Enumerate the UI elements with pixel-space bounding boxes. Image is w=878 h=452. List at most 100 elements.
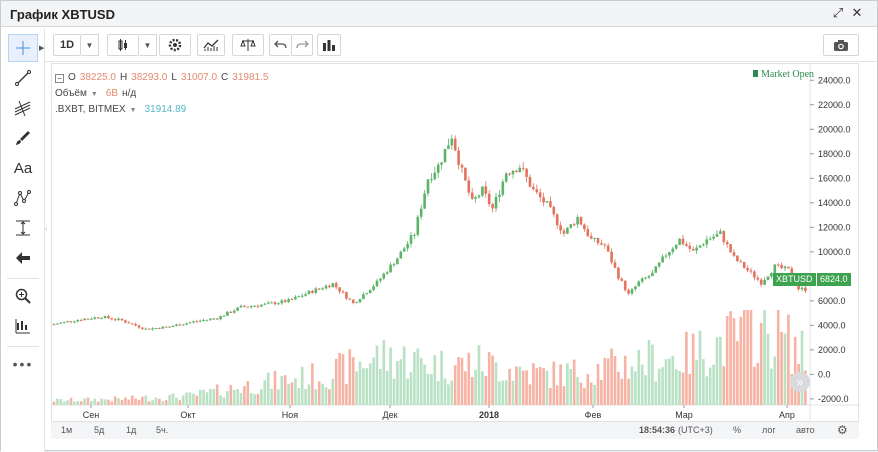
volume-bar	[620, 378, 624, 405]
volume-dropdown-icon[interactable]: ▼	[90, 91, 98, 98]
volume-bar	[800, 330, 804, 405]
candle-body	[491, 204, 494, 209]
log-scale-toggle[interactable]: лог	[762, 425, 776, 435]
x-tick-label: Мар	[675, 410, 693, 420]
chart-style-dropdown-icon[interactable]: ▼	[139, 34, 157, 56]
high-label: H	[119, 72, 128, 83]
candlestick-style-button[interactable]	[107, 34, 139, 56]
candle-body	[273, 302, 277, 305]
auto-scale-toggle[interactable]: авто	[796, 425, 815, 435]
compare-button[interactable]	[232, 34, 264, 56]
volume-bar	[396, 361, 399, 405]
candle-body	[161, 326, 165, 329]
candle-body	[664, 255, 668, 257]
volume-bar	[467, 352, 471, 405]
text-tool[interactable]: Aa	[8, 154, 38, 182]
candle-body	[651, 272, 654, 277]
expand-icon[interactable]: ⤢	[832, 5, 844, 20]
volume-bar	[596, 363, 600, 405]
candle-body	[232, 310, 236, 313]
candle-body	[433, 172, 437, 180]
volume-bar	[76, 401, 80, 405]
candle-body	[107, 316, 110, 319]
candle-body	[800, 287, 804, 290]
candle-body	[722, 231, 726, 243]
volume-bar	[562, 386, 566, 405]
interval-button[interactable]: 1D	[53, 34, 81, 56]
chart-area[interactable]: 24000.0 22000.0 20000.0 18000.0 16000.0 14000…	[51, 63, 860, 426]
candle-body	[52, 324, 56, 326]
range-5h[interactable]: 5ч.	[156, 425, 169, 435]
range-5d[interactable]: 5д	[94, 425, 105, 435]
candle-body	[766, 276, 770, 280]
redo-button[interactable]	[291, 34, 313, 56]
candle-body	[243, 305, 246, 307]
candle-body	[229, 311, 233, 313]
scale-settings-icon[interactable]: ⚙	[837, 423, 848, 437]
crosshair-tool[interactable]	[8, 34, 38, 62]
pattern-tool[interactable]	[8, 184, 38, 212]
range-1m[interactable]: 1м	[61, 425, 73, 435]
volume-bar	[617, 371, 620, 405]
settings-button[interactable]	[159, 34, 191, 56]
trendline-tool[interactable]	[8, 64, 38, 92]
high-value: 38293.0	[131, 72, 168, 83]
bar-replay-tool[interactable]	[8, 312, 38, 340]
candle-body	[113, 319, 117, 321]
candle-body	[219, 315, 222, 320]
remove-drawings-tool[interactable]	[8, 244, 38, 272]
volume-bar	[552, 361, 556, 405]
low-label: L	[171, 72, 177, 83]
indicators-button[interactable]	[197, 34, 225, 56]
pitchfork-tool[interactable]	[8, 94, 38, 122]
volume-bar	[195, 395, 199, 405]
fullscreen-bars-button[interactable]	[317, 34, 341, 56]
price-chart: 24000.0 22000.0 20000.0 18000.0 16000.0 14000…	[52, 64, 860, 426]
close-icon[interactable]: ✕	[851, 5, 863, 20]
candle-body	[763, 279, 766, 285]
interval-dropdown-icon[interactable]: ▼	[81, 34, 99, 56]
candle-body	[525, 168, 528, 177]
candle-body	[494, 196, 498, 209]
crosshair-submenu-icon[interactable]: ▶	[39, 45, 45, 52]
candle-body	[181, 324, 185, 326]
undo-button[interactable]	[269, 34, 291, 56]
collapse-legend-icon[interactable]: −	[55, 74, 64, 83]
volume-bar	[406, 378, 409, 405]
candle-body	[620, 278, 624, 281]
x-tick-label: Апр	[779, 410, 795, 420]
volume-bar	[52, 401, 56, 405]
candle-body	[198, 320, 202, 322]
percent-scale-toggle[interactable]: %	[733, 425, 742, 435]
measure-tool[interactable]	[8, 214, 38, 242]
candle-body	[331, 283, 335, 288]
arrow-left-icon	[16, 252, 30, 264]
candle-body	[484, 186, 488, 194]
candle-body	[508, 173, 511, 175]
y-tick-label: 10000.0	[818, 247, 851, 257]
candle-body	[168, 326, 171, 328]
candle-body	[426, 179, 430, 194]
candle-body	[773, 264, 777, 274]
volume-legend[interactable]: Объём ▼ 6B н/д	[55, 88, 140, 99]
snapshot-button[interactable]	[823, 34, 859, 56]
index-legend[interactable]: .BXBT, BITMEX ▼ 31914.89	[55, 104, 190, 115]
volume-bar	[243, 386, 246, 405]
scroll-to-realtime-button[interactable]: »	[790, 372, 810, 392]
brush-tool[interactable]	[8, 124, 38, 152]
volume-bar	[688, 373, 692, 405]
volume-bar	[790, 374, 794, 405]
volume-bar	[334, 358, 338, 405]
index-dropdown-icon[interactable]: ▼	[129, 107, 137, 114]
candle-body	[606, 245, 610, 252]
candle-body	[134, 323, 137, 326]
clock-timezone[interactable]: (UTC+3)	[678, 425, 713, 435]
candle-body	[396, 258, 399, 265]
range-1d[interactable]: 1д	[126, 425, 137, 435]
zoom-tool[interactable]	[8, 282, 38, 310]
more-tools[interactable]: •••	[8, 350, 38, 378]
volume-bar	[661, 367, 664, 405]
sidebar-collapse-icon[interactable]: ‹	[45, 226, 48, 233]
volume-bar	[651, 344, 654, 405]
volume-bar	[681, 372, 685, 405]
